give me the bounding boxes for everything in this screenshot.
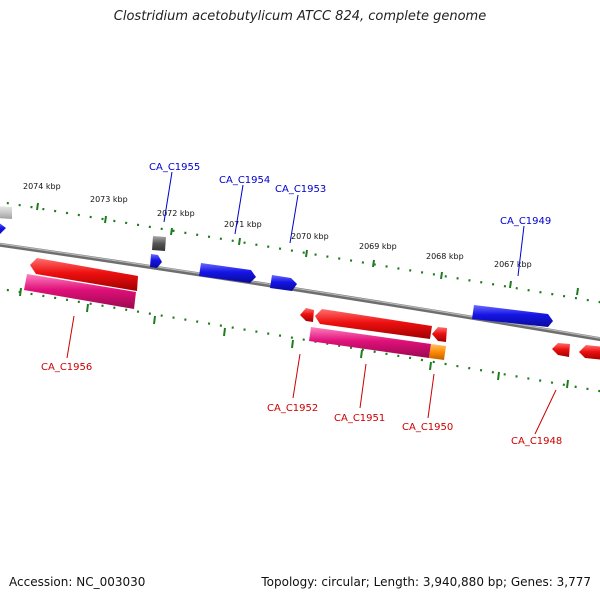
genome-summary-text: Topology: circular; Length: 3,940,880 bp… <box>261 575 591 589</box>
forward-label-lines <box>163 171 525 277</box>
gene-label: CA_C1952 <box>267 403 318 414</box>
gene-label: CA_C1955 <box>149 162 200 173</box>
scale-label: 2070 kbp <box>291 232 329 241</box>
gene-arrow <box>315 309 432 339</box>
genome-backbone <box>0 242 600 342</box>
inner-major-ticks <box>19 287 569 389</box>
gene-arrow <box>30 258 138 291</box>
gene-label: CA_C1956 <box>41 362 92 373</box>
gene-label: CA_C1950 <box>402 422 453 433</box>
scale-label: 2067 kbp <box>494 260 532 269</box>
gene-block <box>309 327 431 358</box>
scale-label: 2069 kbp <box>359 242 397 251</box>
gene-label: CA_C1948 <box>511 436 562 447</box>
gene-block <box>0 206 12 219</box>
gene-arrow <box>300 308 314 322</box>
gene-arrow <box>579 345 600 360</box>
gene-label: CA_C1953 <box>275 184 326 195</box>
gene-block <box>152 236 166 251</box>
gene-label: CA_C1949 <box>500 216 551 227</box>
map-title: Clostridium acetobutylicum ATCC 824, com… <box>113 9 487 24</box>
scale-label: 2073 kbp <box>90 195 128 204</box>
gene-arrow <box>0 223 6 234</box>
gene-arrow <box>150 254 162 268</box>
forward-genes <box>0 206 553 327</box>
gene-block <box>429 344 446 360</box>
scale-labels: 2074 kbp 2073 kbp 2072 kbp 2071 kbp 2070… <box>23 182 532 269</box>
outer-major-ticks <box>36 202 579 296</box>
reverse-label-lines <box>66 315 557 435</box>
scale-label: 2068 kbp <box>426 252 464 261</box>
inner-scale-track <box>0 287 600 393</box>
scale-label: 2071 kbp <box>224 220 262 229</box>
scale-label: 2072 kbp <box>157 209 195 218</box>
reverse-gene-labels: CA_C1956 CA_C1952 CA_C1951 CA_C1950 CA_C… <box>41 362 562 447</box>
gene-block <box>24 274 136 309</box>
scale-label: 2074 kbp <box>23 182 61 191</box>
forward-gene-labels: CA_C1955 CA_C1954 CA_C1953 CA_C1949 <box>149 162 551 227</box>
gene-arrow <box>432 327 447 342</box>
reverse-genes <box>24 258 600 360</box>
gene-arrow <box>552 343 570 357</box>
gene-arrow <box>199 263 256 283</box>
gene-label: CA_C1951 <box>334 413 385 424</box>
gene-arrow <box>270 275 297 291</box>
gene-label: CA_C1954 <box>219 175 270 186</box>
gene-arrow <box>472 305 553 327</box>
accession-text: Accession: NC_003030 <box>9 575 146 589</box>
